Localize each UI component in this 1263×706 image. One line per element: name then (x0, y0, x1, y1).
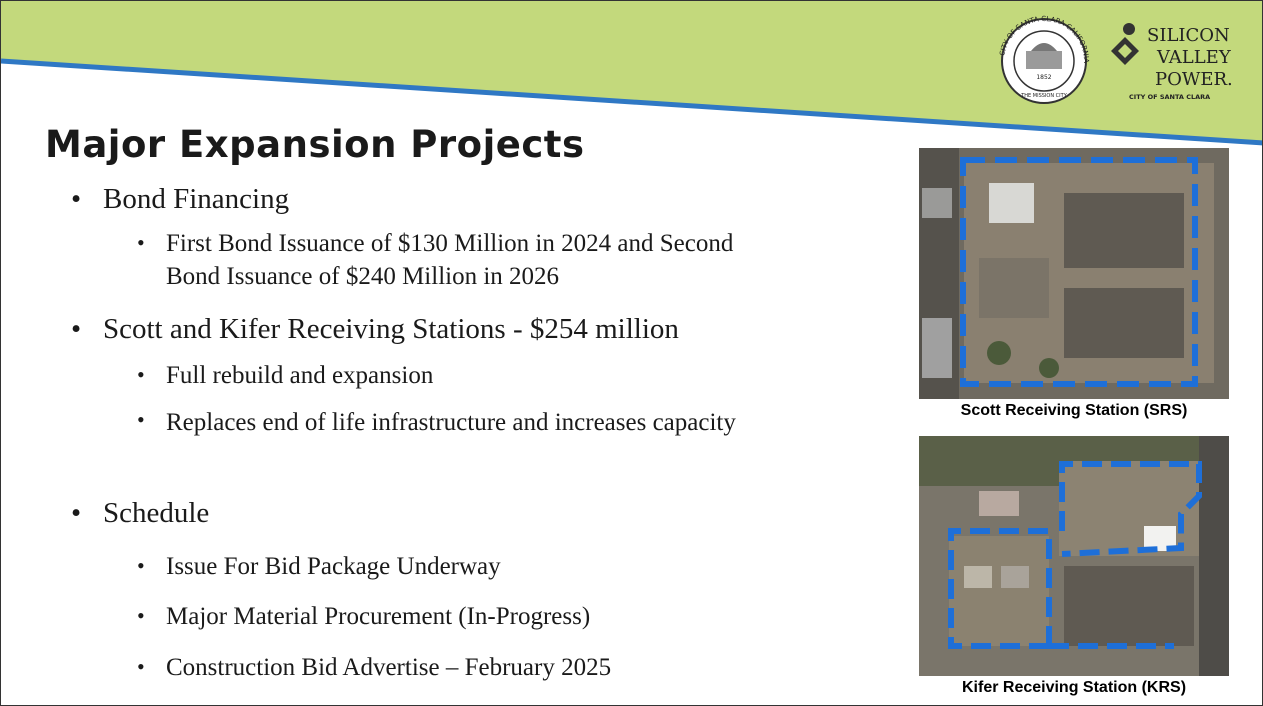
page: CITY OF SANTA CLARA CALIFORNIA 1852 THE … (0, 0, 1263, 706)
bullet-dot: • (137, 603, 145, 629)
bullet-dot: • (137, 230, 145, 256)
bullet-dot: • (137, 553, 145, 579)
brand-line2: VALLEY (1156, 47, 1232, 68)
seal-motto: THE MISSION CITY (1020, 93, 1067, 99)
krs-photo (919, 436, 1229, 676)
photo-caption: Kifer Receiving Station (KRS) (914, 679, 1234, 697)
srs-photo (919, 148, 1229, 399)
brand-line1: SILICON (1147, 25, 1230, 46)
bullet: Schedule (103, 497, 209, 530)
sub-bullet: Replaces end of life infrastructure and … (166, 404, 776, 442)
photo-caption: Scott Receiving Station (SRS) (914, 402, 1234, 420)
sub-bullet: Issue For Bid Package Underway (166, 550, 501, 583)
brand-tagline: CITY OF SANTA CLARA (1129, 93, 1210, 101)
bullet-dot: • (137, 654, 145, 680)
sub-bullet: Full rebuild and expansion (166, 359, 433, 392)
bullet-dot: • (137, 407, 145, 433)
brand-line3: POWER. (1155, 69, 1233, 90)
bullet-dot: • (137, 362, 145, 388)
bullet: Bond Financing (103, 183, 289, 216)
bullet-dot: • (71, 313, 81, 346)
slide-title: Major Expansion Projects (45, 123, 585, 166)
seal-year: 1852 (1036, 74, 1051, 81)
sub-bullet: Construction Bid Advertise – February 20… (166, 651, 611, 684)
sub-bullet: First Bond Issuance of $130 Million in 2… (166, 227, 776, 293)
slide: CITY OF SANTA CLARA CALIFORNIA 1852 THE … (0, 0, 1263, 706)
bullet-dot: • (71, 497, 81, 530)
sub-bullet: Major Material Procurement (In-Progress) (166, 600, 590, 633)
bullet: Scott and Kifer Receiving Stations - $25… (103, 313, 679, 346)
bullet-dot: • (71, 183, 81, 216)
